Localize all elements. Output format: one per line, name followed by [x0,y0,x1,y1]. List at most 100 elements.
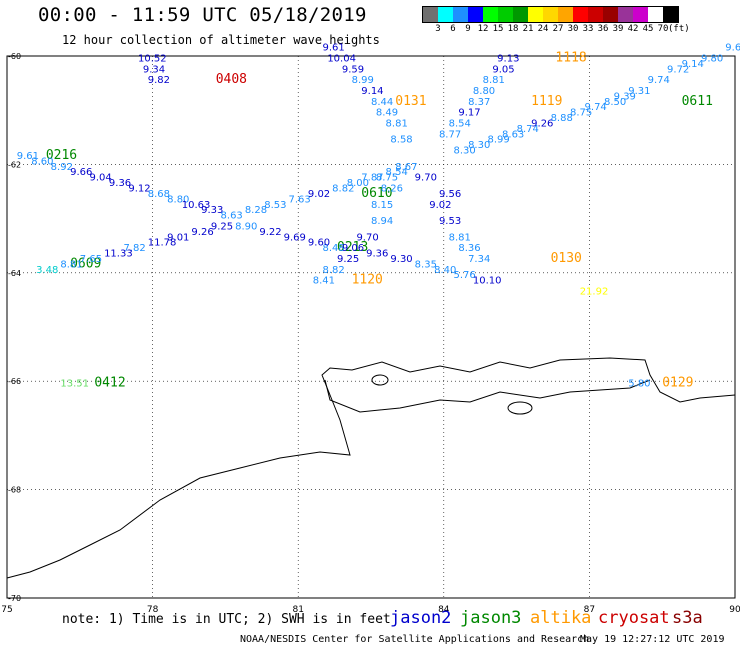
colorbar-label: 42 [627,24,639,34]
swh-value-label: 9.25 [211,221,233,232]
swh-value-label: 11.33 [104,249,133,260]
swh-value-label: 9.80 [701,53,723,64]
pass-time-label: 0408 [216,72,247,87]
swh-value-label: 8.94 [371,216,393,227]
swh-value-label: 9.17 [458,108,480,119]
satellite-jason3: jason3 [460,608,522,628]
colorbar-swatch [588,7,603,22]
swh-value-label: 9.60 [308,238,330,249]
lon-tick-label: 81 [292,605,303,615]
swh-value-label: 8.75 [376,173,398,184]
swh-value-label: 10.10 [473,276,502,287]
swh-value-label: 8.37 [468,97,490,108]
swh-value-label: 9.56 [439,189,461,200]
coastline [6,357,736,579]
swh-value-label: 7.82 [123,243,145,254]
swh-value-label: 9.02 [429,200,451,211]
swh-value-label: 8.41 [313,276,335,287]
colorbar-label: 15 [492,24,504,34]
map-frame [6,55,736,599]
swh-value-label: 8.88 [551,113,573,124]
island-outline [371,374,389,386]
swh-value-label: 9.14 [361,86,383,97]
swh-value-label: 9.39 [614,91,636,102]
swh-value-label: 9.30 [390,254,412,265]
colorbar-label: 18 [507,24,519,34]
lon-tick-label: 75 [1,605,12,615]
colorbar-label: 24 [537,24,549,34]
swh-value-label: 8.30 [468,140,490,151]
pass-time-label: 1119 [531,94,562,109]
swh-value-label: 9.26 [191,227,213,238]
lat-tick-label: -68 [8,486,21,495]
swh-value-label: 8.77 [439,129,461,140]
swh-value-label: 9.33 [201,205,223,216]
swh-value-label: 9.01 [167,232,189,243]
colorbar-swatch [498,7,513,22]
pass-time-label: 0213 [337,240,368,255]
swh-value-label: 8.50 [604,97,626,108]
swh-value-label: 8.26 [381,184,403,195]
swh-value-label: 9.26 [531,118,553,129]
swh-value-label: 8.81 [386,118,408,129]
satellite-cryosat: cryosat [598,608,670,628]
swh-value-label: 7.63 [288,194,310,205]
colorbar-labels: 3 6 9 12 15 18 21 24 27 30 33 36 39 42 45 70 (ft) [422,23,689,37]
footer-note: note: 1) Time is in UTC; 2) SWH is in fe… [62,612,391,627]
swh-value-label: 9.72 [667,64,689,75]
lon-tick-label: 84 [438,605,450,615]
swh-value-label: 8.40 [434,265,456,276]
swh-value-label: 7.65 [80,254,102,265]
swh-value-label: 9.70 [356,232,378,243]
swh-value-label: 9.68 [725,43,740,54]
swh-value-label: 8.82 [332,184,354,195]
lon-tick-label: 87 [584,605,595,615]
swh-value-label: 8.54 [449,118,471,129]
swh-value-label: 8.49 [376,108,398,119]
swh-value-label: 9.04 [90,173,112,184]
swh-value-label: 8.44 [371,97,393,108]
colorbar-swatch [483,7,498,22]
swh-value-label: 7.87 [361,173,383,184]
colorbar-label: 6 [450,24,456,34]
colorbar-swatch [468,7,483,22]
swh-value-label: 9.31 [628,86,650,97]
map-subtitle: 12 hour collection of altimeter wave hei… [62,33,380,47]
swh-value-label: 9.66 [70,167,92,178]
swh-value-label: 9.22 [259,227,281,238]
swh-value-label: 9.69 [284,232,306,243]
swh-value-label: 9.12 [128,184,150,195]
swh-value-label: 8.81 [449,232,471,243]
swh-value-label: 9.25 [337,254,359,265]
colorbar-swatch [603,7,618,22]
colorbar-label: 33 [582,24,594,34]
pass-time-label: 0611 [682,94,713,109]
colorbar-swatch [543,7,558,22]
swh-value-label: 11.78 [148,238,177,249]
colorbar-label: 12 [477,24,489,34]
credit-line: NOAA/NESDIS Center for Satellite Applica… [240,634,590,645]
swh-value-label: 9.36 [366,249,388,260]
swh-value-label: 8.35 [415,259,437,270]
colorbar-swatches [422,6,679,23]
swh-value-label: 9.70 [415,173,437,184]
swh-value-label: 9.14 [682,59,704,70]
lat-tick-label: -62 [8,160,21,169]
swh-value-label: 13.51 [60,379,89,390]
swh-value-label: 7.34 [468,254,490,265]
swh-value-label: 8.58 [390,135,412,146]
lat-tick-label: -70 [8,594,21,603]
swh-value-label: 8.15 [371,200,393,211]
pass-time-label: 0130 [551,251,582,266]
colorbar-label: (ft) [668,24,690,34]
swh-value-label: 9.61 [17,151,39,162]
satellite-jason2: jason2 [390,608,452,628]
swh-value-label: 9.74 [648,75,670,86]
colorbar-swatch [513,7,528,22]
colorbar-swatch [633,7,648,22]
swh-value-label: 10.52 [138,53,167,64]
pass-time-label: 0412 [94,376,125,391]
pass-time-label: 0131 [395,94,426,109]
swh-value-label: 8.60 [31,156,53,167]
satellite-altika: altika [530,608,592,628]
